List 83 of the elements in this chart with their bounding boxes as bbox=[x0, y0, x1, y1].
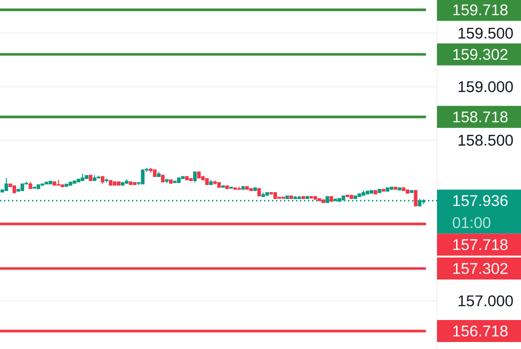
candlestick bbox=[189, 178, 193, 182]
text: 01:00 bbox=[452, 217, 490, 228]
candlestick bbox=[165, 178, 169, 184]
candlestick bbox=[378, 188, 382, 194]
y-tick-label: 159.500 bbox=[458, 28, 513, 39]
candlestick bbox=[108, 180, 112, 186]
candlestick bbox=[205, 178, 209, 186]
ref-line-label: 157.936 bbox=[453, 195, 508, 206]
candlestick bbox=[92, 174, 96, 182]
candlestick bbox=[84, 175, 88, 180]
candlestick bbox=[96, 175, 100, 178]
y-tick-label: 157.000 bbox=[458, 295, 513, 306]
candlestick bbox=[310, 196, 314, 200]
candlestick bbox=[213, 180, 217, 186]
candlestick bbox=[12, 185, 16, 194]
candlestick bbox=[44, 182, 48, 184]
candlestick bbox=[161, 174, 165, 182]
candlestick bbox=[245, 186, 249, 190]
candlestick bbox=[346, 194, 350, 198]
candlestick bbox=[273, 192, 277, 200]
candlestick bbox=[68, 182, 72, 186]
candlestick bbox=[398, 187, 402, 192]
candlestick bbox=[64, 184, 68, 187]
ref-line-label: 159.302 bbox=[453, 48, 508, 60]
candlestick bbox=[362, 190, 366, 196]
candlestick bbox=[370, 190, 374, 194]
ref-line-label: 159.718 bbox=[453, 4, 508, 16]
candlestick bbox=[257, 188, 261, 196]
candlestick bbox=[418, 198, 422, 206]
candlestick bbox=[422, 198, 426, 204]
candlestick bbox=[120, 182, 124, 186]
candlestick bbox=[237, 186, 241, 190]
candlestick bbox=[28, 181, 32, 189]
candlestick bbox=[56, 179, 60, 186]
candlestick bbox=[157, 171, 161, 177]
candlestick bbox=[221, 185, 225, 188]
candlestick bbox=[193, 171, 197, 183]
candlestick bbox=[209, 179, 213, 186]
candlestick bbox=[330, 196, 334, 202]
ref-line-label: 157.302 bbox=[453, 263, 508, 274]
candlestick bbox=[40, 183, 44, 186]
candlestick bbox=[314, 196, 318, 200]
candlestick bbox=[253, 187, 257, 192]
candlestick bbox=[301, 196, 306, 200]
candlestick bbox=[60, 184, 64, 188]
candlestick bbox=[374, 190, 378, 194]
candlestick bbox=[80, 173, 84, 182]
candlestick bbox=[132, 182, 136, 186]
candlestick bbox=[4, 177, 8, 192]
candlestick bbox=[358, 193, 362, 197]
candlestick bbox=[48, 180, 52, 184]
candlestick bbox=[128, 181, 132, 186]
candlestick bbox=[249, 188, 253, 192]
candlestick bbox=[181, 176, 185, 180]
candlestick bbox=[318, 198, 322, 202]
candlestick bbox=[20, 183, 24, 192]
candlestick bbox=[177, 177, 181, 183]
candlestick bbox=[225, 185, 229, 189]
candlestick bbox=[265, 192, 269, 196]
candlestick bbox=[36, 184, 40, 190]
candlestick bbox=[124, 178, 128, 184]
ref-line-label: 158.718 bbox=[453, 111, 508, 122]
candlestick bbox=[410, 190, 414, 194]
ref-line-label: 156.718 bbox=[453, 326, 508, 337]
candlestick bbox=[153, 169, 157, 177]
candlestick bbox=[289, 195, 293, 200]
y-tick-label: 159.000 bbox=[458, 81, 513, 92]
candlestick bbox=[366, 190, 370, 194]
candlestick bbox=[414, 189, 418, 206]
ref-line-label: 157.718 bbox=[453, 239, 508, 250]
candlestick bbox=[72, 180, 76, 184]
candlestick bbox=[197, 171, 201, 178]
candlestick bbox=[104, 178, 108, 183]
candlestick bbox=[402, 187, 406, 192]
y-tick-label: 158.500 bbox=[458, 134, 513, 146]
candlestick bbox=[140, 169, 145, 184]
candlestick bbox=[217, 182, 221, 188]
candlestick bbox=[241, 186, 245, 190]
candlestick bbox=[261, 192, 265, 197]
candlestick bbox=[100, 176, 104, 184]
candlestick bbox=[185, 176, 189, 180]
candlestick bbox=[149, 167, 153, 174]
candlestick bbox=[322, 199, 326, 203]
